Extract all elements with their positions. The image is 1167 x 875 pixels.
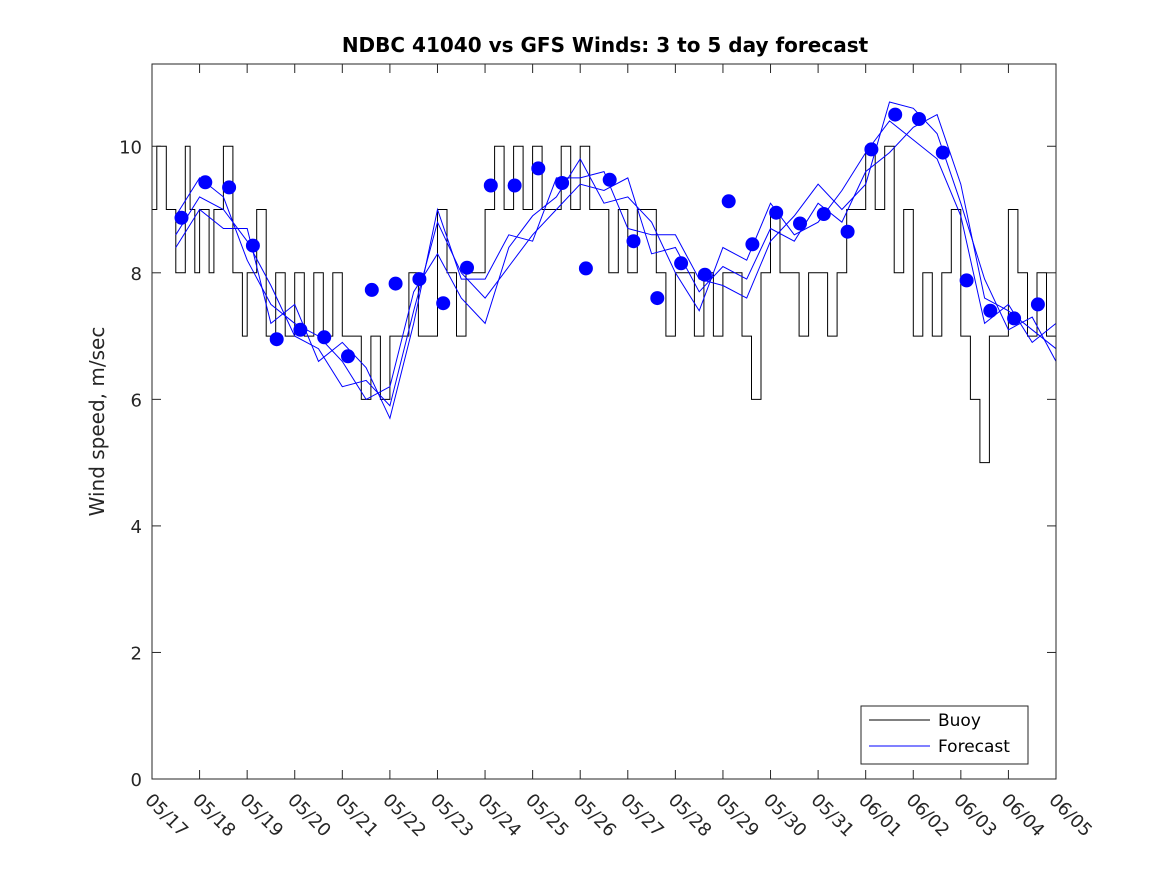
forecast-marker <box>626 234 641 249</box>
forecast-marker <box>531 161 546 176</box>
legend-label-forecast: Forecast <box>938 737 1010 757</box>
x-tick-label: 05/29 <box>711 790 763 842</box>
forecast-marker <box>341 349 355 364</box>
forecast-series-line-3 <box>175 101 1057 420</box>
forecast-marker <box>769 205 784 220</box>
x-tick-label: 05/22 <box>378 790 430 842</box>
forecast-marker <box>578 261 593 276</box>
forecast-marker <box>959 273 974 288</box>
forecast-marker <box>293 322 308 337</box>
y-axis-ticks: 0 2 4 6 8 10 <box>119 137 1056 791</box>
x-tick-label: 05/26 <box>569 790 621 842</box>
forecast-marker <box>935 145 950 160</box>
forecast-marker <box>222 180 237 195</box>
forecast-marker <box>602 172 617 187</box>
x-tick-label: 05/28 <box>664 790 716 842</box>
buoy-series-line <box>152 145 1057 464</box>
x-tick-label: 06/03 <box>949 790 1001 842</box>
forecast-marker <box>793 216 807 231</box>
legend-box <box>860 705 1029 765</box>
forecast-marker <box>460 260 474 275</box>
forecast-marker <box>721 194 736 209</box>
forecast-marker <box>840 224 855 239</box>
forecast-marker <box>388 276 403 291</box>
forecast-marker <box>483 178 498 193</box>
forecast-series-line-2 <box>175 120 1057 401</box>
x-tick-label: 05/31 <box>807 790 859 842</box>
forecast-marker <box>983 303 998 318</box>
x-tick-label: 06/05 <box>1044 790 1096 842</box>
forecast-marker <box>317 330 332 345</box>
forecast-marker <box>174 210 189 225</box>
x-tick-label: 05/21 <box>331 790 383 842</box>
forecast-marker <box>269 332 284 347</box>
y-tick-label: 6 <box>131 390 142 411</box>
x-tick-label: 05/25 <box>521 790 573 842</box>
forecast-marker <box>436 296 451 311</box>
forecast-marker <box>816 207 831 221</box>
forecast-marker <box>555 176 570 190</box>
x-tick-label: 06/01 <box>854 790 906 842</box>
legend-label-buoy: Buoy <box>938 711 981 731</box>
x-tick-label: 05/19 <box>236 790 288 842</box>
x-tick-label: 05/27 <box>616 790 668 842</box>
x-tick-label: 05/18 <box>188 790 240 842</box>
chart-title: NDBC 41040 vs GFS Winds: 3 to 5 day fore… <box>342 33 869 57</box>
forecast-marker <box>412 272 427 287</box>
x-tick-label: 05/23 <box>426 790 478 842</box>
y-tick-label: 10 <box>119 137 142 158</box>
y-tick-label: 0 <box>131 770 142 791</box>
x-tick-label: 06/02 <box>902 790 954 842</box>
plot-area <box>152 101 1057 464</box>
x-tick-label: 05/24 <box>474 790 526 842</box>
forecast-marker <box>245 238 260 253</box>
forecast-marker <box>507 178 522 193</box>
forecast-marker <box>888 107 903 122</box>
axes-frame <box>151 63 1057 780</box>
forecast-marker <box>912 112 926 126</box>
y-tick-label: 2 <box>131 643 142 664</box>
y-tick-label: 8 <box>131 264 142 285</box>
forecast-marker <box>1007 311 1022 326</box>
x-tick-label: 05/30 <box>759 790 811 842</box>
forecast-marker <box>198 175 213 190</box>
x-tick-label: 05/17 <box>140 790 192 842</box>
forecast-marker <box>364 282 379 297</box>
forecast-marker <box>674 256 689 271</box>
x-tick-label: 06/04 <box>997 790 1049 842</box>
forecast-marker <box>697 267 712 282</box>
y-tick-label: 4 <box>131 517 142 538</box>
forecast-marker <box>650 291 665 306</box>
forecast-marker <box>745 237 760 252</box>
forecast-series-line-1 <box>175 113 1057 407</box>
x-tick-label: 05/20 <box>283 790 335 842</box>
forecast-marker <box>1030 297 1045 312</box>
y-axis-label: Wind speed, m/sec <box>85 327 109 517</box>
forecast-marker <box>864 142 879 157</box>
legend: Buoy Forecast <box>860 705 1029 765</box>
